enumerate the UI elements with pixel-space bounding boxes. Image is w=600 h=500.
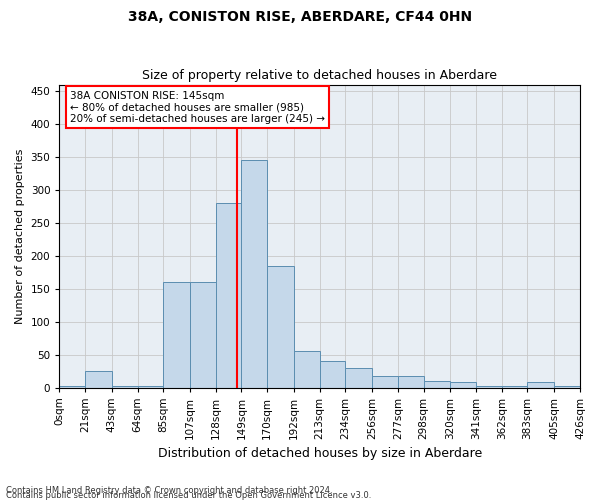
Bar <box>372 376 398 388</box>
Bar <box>190 282 216 388</box>
Bar <box>398 376 424 388</box>
Bar <box>59 386 85 388</box>
Text: 38A CONISTON RISE: 145sqm
← 80% of detached houses are smaller (985)
20% of semi: 38A CONISTON RISE: 145sqm ← 80% of detac… <box>70 90 325 124</box>
Bar <box>241 160 267 388</box>
Bar <box>85 371 112 388</box>
Bar <box>476 386 502 388</box>
Text: 38A, CONISTON RISE, ABERDARE, CF44 0HN: 38A, CONISTON RISE, ABERDARE, CF44 0HN <box>128 10 472 24</box>
Bar <box>163 282 190 388</box>
Bar <box>527 382 554 388</box>
Y-axis label: Number of detached properties: Number of detached properties <box>15 148 25 324</box>
Bar <box>294 352 320 388</box>
Bar <box>267 266 294 388</box>
Bar <box>216 203 241 388</box>
X-axis label: Distribution of detached houses by size in Aberdare: Distribution of detached houses by size … <box>158 447 482 460</box>
Text: Contains HM Land Registry data © Crown copyright and database right 2024.: Contains HM Land Registry data © Crown c… <box>6 486 332 495</box>
Bar <box>554 386 580 388</box>
Bar <box>320 361 346 388</box>
Bar <box>424 381 451 388</box>
Bar <box>346 368 372 388</box>
Title: Size of property relative to detached houses in Aberdare: Size of property relative to detached ho… <box>142 69 497 82</box>
Bar <box>502 386 527 388</box>
Bar <box>137 386 163 388</box>
Text: Contains public sector information licensed under the Open Government Licence v3: Contains public sector information licen… <box>6 491 371 500</box>
Bar <box>451 382 476 388</box>
Bar <box>112 386 137 388</box>
